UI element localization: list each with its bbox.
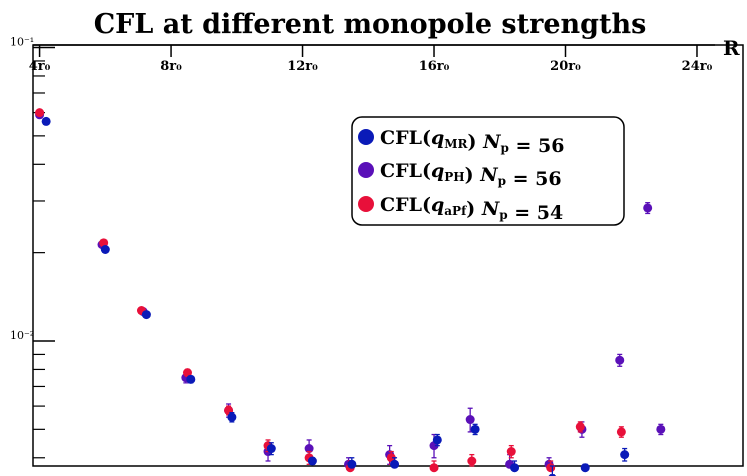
data-point (510, 463, 520, 473)
legend-part: = 56 (506, 168, 562, 190)
data-point (575, 422, 585, 432)
legend-part: q (431, 127, 444, 149)
data-point (266, 444, 276, 454)
data-point (390, 459, 400, 469)
legend-part: p (499, 208, 507, 222)
data-point (620, 450, 630, 460)
plot-frame (32, 44, 744, 467)
x-tick-label: 16r₀ (419, 59, 450, 74)
data-point (304, 444, 314, 454)
y-ticks: 10⁻¹ 10⁻² (10, 36, 55, 459)
legend-part: aPf (444, 204, 467, 218)
legend-part: N (481, 198, 500, 220)
legend-part: ) (465, 164, 481, 186)
legend-part: ) (468, 131, 484, 153)
data-point (307, 456, 317, 466)
data-point (580, 463, 590, 473)
legend-box (351, 116, 625, 226)
data-point (546, 463, 556, 473)
legend-part: N (482, 131, 501, 153)
data-point (548, 473, 557, 476)
legend-marker (358, 129, 374, 145)
data-point (141, 310, 151, 320)
data-point (465, 415, 475, 425)
x-tick-label: 8r₀ (160, 59, 182, 74)
legend-part: q (431, 160, 444, 182)
data-point (429, 463, 439, 473)
legend-part: CFL( (380, 127, 431, 149)
data-point (643, 203, 653, 213)
series-layer (35, 108, 666, 476)
legend-label: CFL(qPH) Np = 56 (380, 160, 562, 190)
chart-title: CFL at different monopole strengths (94, 9, 647, 40)
y-tick-label: 10⁻¹ (10, 36, 34, 49)
x-tick-label: 24r₀ (682, 59, 713, 74)
data-point (347, 459, 357, 469)
legend-part: p (498, 174, 506, 188)
data-point (656, 424, 666, 434)
legend-part: q (431, 194, 444, 216)
legend-label: CFL(qMR) Np = 56 (380, 127, 565, 157)
data-point (506, 447, 516, 457)
legend-part: PH (444, 170, 464, 184)
x-tick-label: 12r₀ (287, 59, 318, 74)
legend-marker (358, 196, 374, 212)
data-point (35, 108, 45, 118)
data-point (100, 245, 110, 255)
legend-part: = 56 (509, 135, 565, 157)
legend-part: MR (444, 137, 468, 151)
data-point (227, 412, 237, 422)
x-ticks: 4r₀ 8r₀ 12r₀ 16r₀ 20r₀ 24r₀ (29, 45, 713, 74)
legend-marker (358, 162, 374, 178)
legend-part: ) (466, 198, 482, 220)
series-mr (41, 116, 630, 476)
legend-part: CFL( (380, 194, 431, 216)
data-point (186, 374, 196, 384)
data-point (41, 116, 51, 126)
data-point (616, 427, 626, 437)
x-axis-label: R (723, 36, 740, 60)
data-point (615, 355, 625, 365)
data-point (467, 456, 477, 466)
x-tick-label: 4r₀ (29, 59, 51, 74)
y-tick-label: 10⁻² (10, 329, 34, 342)
legend-label: CFL(qaPf) Np = 54 (380, 194, 563, 224)
legend-part: p (501, 141, 509, 155)
legend-part: = 54 (508, 202, 564, 224)
x-tick-label: 20r₀ (550, 59, 581, 74)
data-point (470, 424, 480, 434)
legend-part: CFL( (380, 160, 431, 182)
data-point (432, 435, 442, 445)
legend-part: N (479, 164, 498, 186)
data-point (182, 368, 192, 378)
